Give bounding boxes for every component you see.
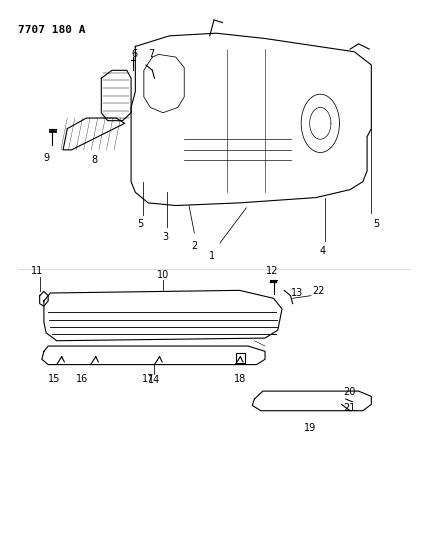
Text: 5: 5 [137, 219, 143, 229]
Text: 12: 12 [266, 266, 279, 276]
Text: 20: 20 [343, 387, 355, 398]
Bar [236, 353, 245, 363]
Text: 6: 6 [131, 50, 137, 59]
Text: 18: 18 [234, 374, 247, 384]
Text: 15: 15 [48, 374, 61, 384]
Text: 3: 3 [162, 232, 168, 242]
Text: 10: 10 [157, 270, 169, 280]
Text: 7: 7 [148, 50, 155, 59]
Text: 21: 21 [343, 403, 355, 413]
Text: 11: 11 [31, 266, 44, 276]
Text: 1: 1 [209, 251, 215, 261]
Text: 9: 9 [43, 152, 49, 163]
Text: 17: 17 [142, 374, 154, 384]
Text: 13: 13 [291, 288, 303, 298]
Text: 8: 8 [91, 155, 97, 165]
Text: 4: 4 [319, 246, 326, 256]
Text: 7707 180 A: 7707 180 A [18, 25, 86, 35]
Text: 14: 14 [149, 375, 160, 385]
Text: 16: 16 [76, 374, 88, 384]
Text: 22: 22 [312, 286, 324, 296]
Text: 5: 5 [374, 219, 380, 229]
Text: 19: 19 [303, 423, 316, 433]
Text: 2: 2 [191, 241, 197, 251]
